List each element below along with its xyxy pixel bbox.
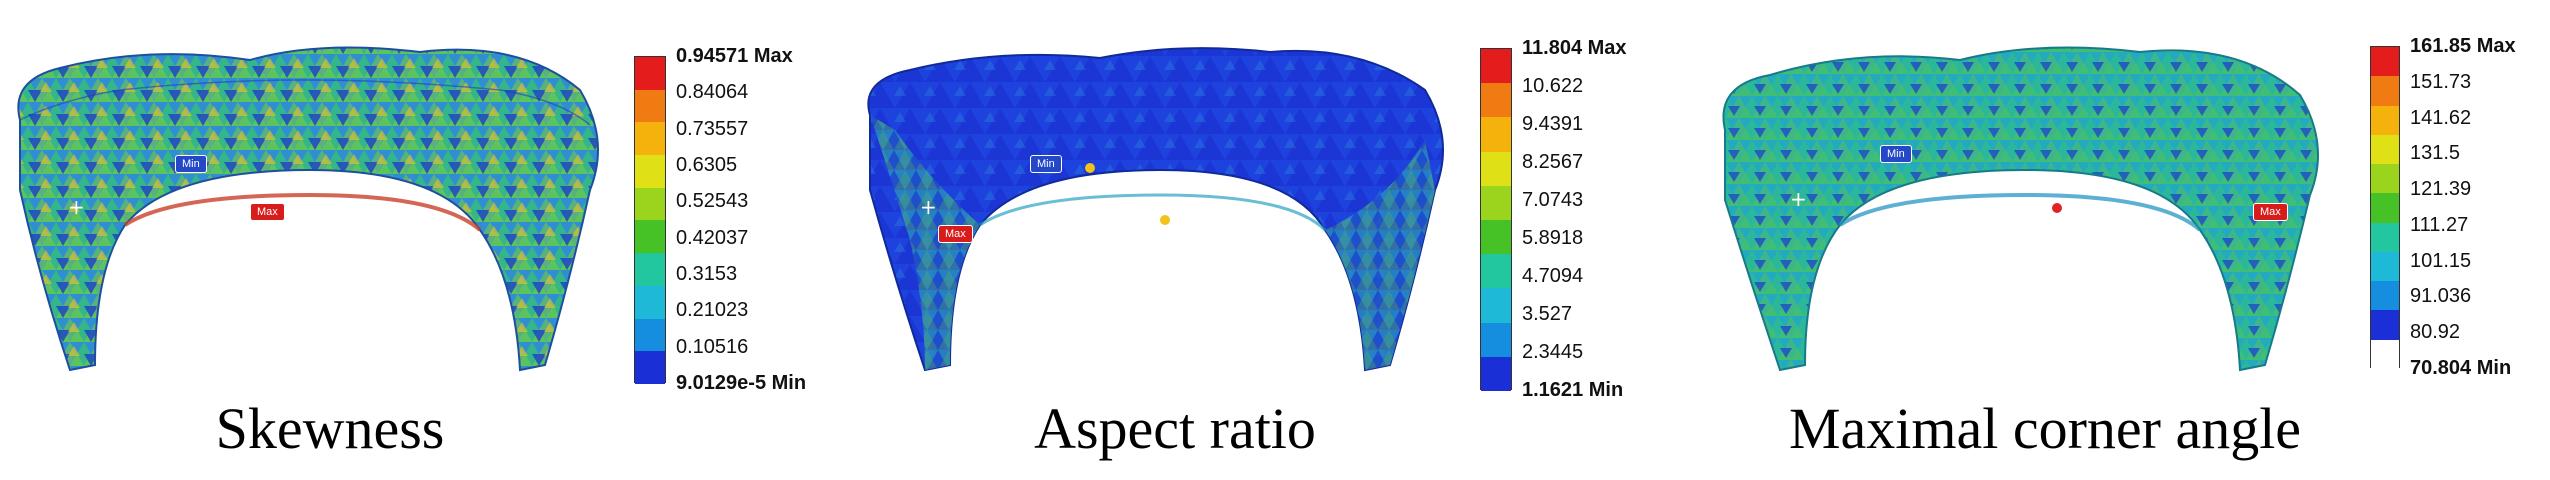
legend-tick-label: 0.6305 bbox=[676, 154, 738, 176]
legend-tick-label: 4.7094 bbox=[1522, 265, 1584, 287]
legend-tick-label: 10.622 bbox=[1522, 75, 1584, 97]
legend-tick-label: 161.85 Max bbox=[2410, 35, 2516, 57]
legend-swatch bbox=[1481, 151, 1511, 186]
legend-swatch bbox=[635, 285, 665, 319]
legend-swatch bbox=[2371, 134, 2399, 165]
panel-maximal-corner-angle: Min Max + 161.85 Max 151.73 141.62 131.5 121… bbox=[1700, 0, 2550, 480]
mesh-model-aspect-ratio bbox=[867, 47, 1444, 372]
legend-swatch bbox=[2371, 222, 2399, 252]
legend-swatch bbox=[1481, 83, 1511, 118]
caption: Skewness bbox=[215, 396, 445, 461]
color-legend: 11.804 Max 10.622 9.4391 8.2567 7.0743 5.8918… bbox=[1480, 38, 1690, 400]
legend-swatch bbox=[635, 318, 665, 352]
legend-swatch bbox=[635, 187, 665, 221]
origin-crosshair-icon: + bbox=[1790, 187, 1807, 211]
legend-swatch bbox=[635, 155, 665, 188]
legend-swatch bbox=[635, 57, 665, 90]
legend-tick-label: 9.0129e-5 Min bbox=[676, 372, 807, 394]
legend-tick-label: 2.3445 bbox=[1522, 341, 1584, 363]
legend-tick-label: 0.42037 bbox=[676, 226, 749, 249]
legend-bar bbox=[634, 56, 666, 384]
legend-tick-label: 141.62 bbox=[2410, 106, 2472, 129]
legend-swatch bbox=[635, 351, 665, 384]
legend-swatch bbox=[1481, 322, 1511, 357]
legend-swatch bbox=[1481, 288, 1511, 323]
legend-swatch bbox=[2371, 164, 2399, 194]
legend-swatch bbox=[2371, 251, 2399, 282]
max-marker: Max bbox=[250, 203, 285, 221]
max-marker: Max bbox=[2253, 203, 2288, 221]
color-legend: 0.94571 Max 0.84064 0.73557 0.6305 0.52543 0.… bbox=[634, 46, 834, 396]
legend-tick-label: 3.527 bbox=[1522, 303, 1573, 325]
min-marker: Min bbox=[175, 155, 207, 173]
legend-swatch bbox=[635, 122, 665, 156]
legend-tick-label: 101.15 bbox=[2410, 249, 2472, 272]
legend-swatch bbox=[1481, 356, 1511, 391]
legend-swatch bbox=[635, 253, 665, 286]
legend-tick-label: 131.5 bbox=[2410, 142, 2461, 165]
legend-tick-label: 111.27 bbox=[2410, 213, 2469, 236]
caption: Aspect ratio bbox=[1034, 396, 1316, 461]
mesh-model-max-corner-angle bbox=[1722, 46, 2319, 372]
legend-swatch bbox=[2371, 310, 2399, 340]
legend-swatch bbox=[1481, 254, 1511, 289]
legend-swatch bbox=[1481, 49, 1511, 84]
legend-tick-label: 0.52543 bbox=[676, 190, 749, 213]
panel-skewness: Min Max + 0.94571 Max 0.84064 0.73557 0.630… bbox=[0, 0, 850, 480]
legend-tick-label: 1.1621 Min bbox=[1522, 379, 1624, 401]
legend-tick-label: 80.92 bbox=[2410, 321, 2461, 344]
legend-tick-label: 0.73557 bbox=[676, 117, 749, 140]
legend-bar bbox=[2370, 46, 2400, 369]
max-marker: Max bbox=[938, 225, 973, 243]
legend-tick-label: 0.94571 Max bbox=[676, 45, 793, 67]
legend-bar bbox=[1480, 48, 1512, 391]
caption: Maximal corner angle bbox=[1788, 396, 2302, 461]
legend-swatch bbox=[2371, 76, 2399, 106]
legend-swatch bbox=[2371, 47, 2399, 77]
color-legend: 161.85 Max 151.73 141.62 131.5 121.39 111.27 1… bbox=[2370, 36, 2550, 396]
legend-swatch bbox=[2371, 193, 2399, 223]
origin-crosshair-icon: + bbox=[68, 195, 85, 219]
legend-tick-label: 8.2567 bbox=[1522, 151, 1584, 173]
legend-tick-label: 9.4391 bbox=[1522, 113, 1584, 135]
panel-aspect-ratio: Min Max + 11.804 Max 10.622 9.4391 8.2567 7.… bbox=[850, 0, 1700, 480]
legend-tick-label: 121.39 bbox=[2410, 178, 2472, 201]
legend-swatch bbox=[1481, 185, 1511, 220]
legend-swatch bbox=[1481, 219, 1511, 255]
legend-tick-label: 5.8918 bbox=[1522, 227, 1584, 249]
legend-tick-label: 0.10516 bbox=[676, 335, 749, 358]
mesh-model-skewness bbox=[17, 46, 599, 372]
legend-tick-label: 151.73 bbox=[2410, 70, 2472, 93]
origin-crosshair-icon: + bbox=[920, 195, 937, 219]
legend-tick-label: 0.84064 bbox=[676, 81, 749, 104]
legend-tick-label: 70.804 Min bbox=[2410, 357, 2512, 379]
legend-swatch bbox=[1481, 117, 1511, 152]
legend-tick-label: 91.036 bbox=[2410, 285, 2472, 308]
legend-swatch bbox=[635, 89, 665, 123]
legend-tick-label: 0.21023 bbox=[676, 299, 749, 322]
legend-tick-label: 0.3153 bbox=[676, 263, 738, 285]
legend-swatch bbox=[635, 220, 665, 254]
legend-swatch bbox=[2371, 339, 2399, 369]
min-marker: Min bbox=[1880, 145, 1912, 163]
legend-tick-label: 7.0743 bbox=[1522, 189, 1584, 211]
legend-swatch bbox=[2371, 105, 2399, 135]
legend-tick-label: 11.804 Max bbox=[1522, 37, 1627, 59]
min-marker: Min bbox=[1030, 155, 1062, 173]
legend-swatch bbox=[2371, 281, 2399, 311]
